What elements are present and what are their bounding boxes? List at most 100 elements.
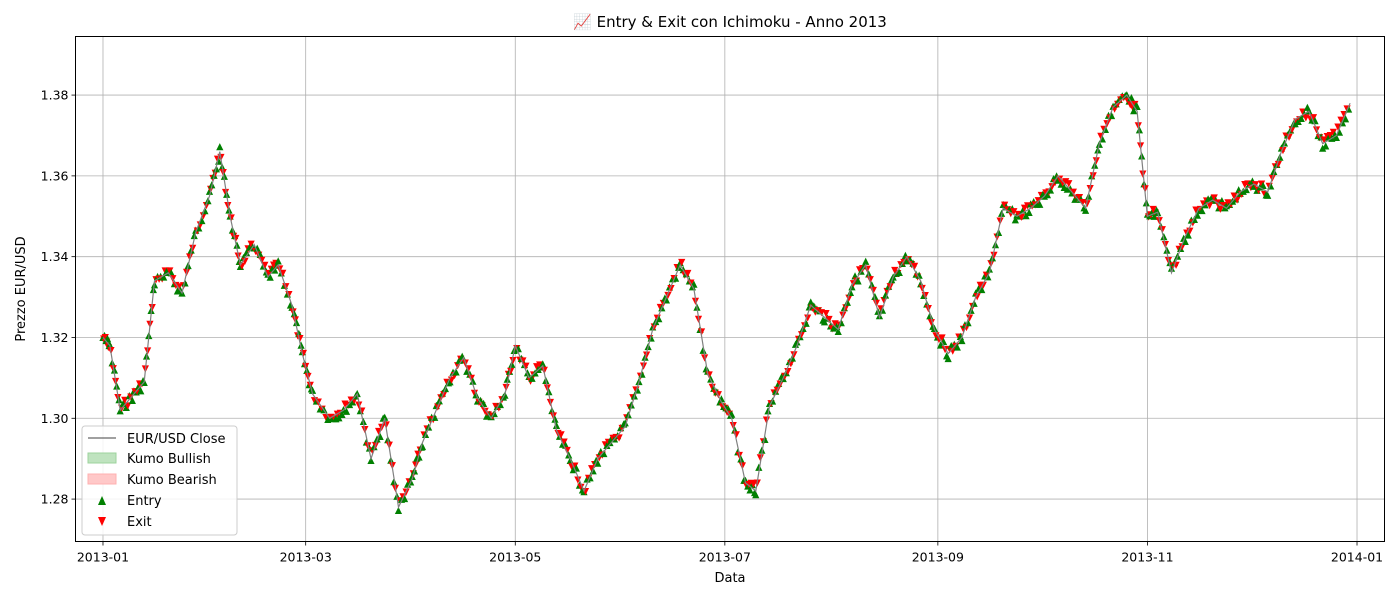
entry-marker [1341, 115, 1350, 123]
entry-marker [1259, 181, 1267, 189]
entry-marker [944, 354, 952, 363]
exit-marker [247, 240, 255, 248]
exit-marker [221, 188, 230, 197]
x-tick-label: 2013-03 [280, 550, 332, 565]
exit-marker [1230, 192, 1238, 200]
legend: EUR/USD Close Kumo Bullish Kumo Bearish … [81, 425, 238, 536]
y-tick-label: 1.34 [41, 249, 69, 264]
exit-marker [1309, 114, 1318, 122]
legend-box [81, 425, 238, 536]
entry-marker [253, 244, 261, 252]
entry-marker [621, 419, 629, 427]
entry-marker [881, 291, 890, 299]
entry-marker [1130, 106, 1138, 115]
x-tick-label: 2013-07 [699, 550, 751, 565]
legend-kumo-bullish-label: Kumo Bullish [127, 452, 211, 467]
exit-marker [1062, 178, 1070, 186]
x-tick-label: 2013-05 [489, 550, 541, 565]
plot-frame [75, 36, 1385, 542]
y-axis-label: Prezzo EUR/USD [14, 236, 29, 341]
entry-marker [137, 387, 145, 395]
entry-marker [220, 172, 228, 180]
entry-marker [514, 345, 522, 353]
exit-marker [990, 251, 998, 259]
exit-marker [866, 276, 874, 284]
y-tick-label: 1.30 [41, 411, 69, 426]
exit-marker [1285, 133, 1293, 141]
entry-marker [594, 459, 602, 467]
entry-marker [755, 463, 763, 471]
exit-marker [1337, 116, 1345, 124]
entry-marker [1043, 191, 1052, 199]
entry-marker [190, 231, 198, 240]
exit-marker [101, 334, 109, 342]
exit-marker [910, 262, 919, 270]
x-tick-label: 2014-01 [1331, 550, 1383, 565]
entry-marker [868, 281, 876, 289]
exit-marker [1158, 226, 1166, 234]
exit-marker [1274, 160, 1282, 169]
exit-marker [1192, 206, 1200, 214]
entry-marker [793, 338, 801, 346]
entry-marker [452, 368, 460, 376]
entry-marker [338, 410, 346, 418]
grid [75, 36, 1385, 542]
entry-marker [122, 403, 130, 412]
exit-marker [1178, 243, 1186, 251]
exit-marker [678, 258, 686, 267]
exit-marker [667, 284, 675, 293]
entry-marker [1011, 216, 1019, 224]
legend-entry-marker [98, 496, 106, 505]
x-tick-label: 2013-09 [912, 550, 964, 565]
legend-exit-label: Exit [127, 515, 152, 530]
entry-marker [552, 421, 561, 430]
exit-marker [1075, 193, 1084, 202]
exit-marker [1017, 213, 1026, 221]
exit-marker [965, 314, 974, 322]
entry-marker [256, 250, 264, 259]
entry-marker [1193, 211, 1202, 219]
exit-marker [1320, 136, 1328, 144]
exit-marker [440, 390, 448, 399]
entry-marker [752, 491, 760, 499]
entry-marker [871, 292, 879, 301]
exit-marker [261, 261, 269, 269]
exit-marker [241, 257, 249, 265]
entry-marker [233, 241, 241, 249]
entry-marker [746, 486, 754, 494]
entry-marker [854, 277, 862, 285]
exit-marker [227, 214, 235, 222]
entry-marker [1181, 237, 1189, 245]
exit-marker [938, 334, 946, 342]
entry-marker [539, 360, 547, 368]
entry-marker [435, 397, 443, 405]
entry-marker [503, 375, 511, 383]
entry-marker [394, 506, 403, 515]
y-tick-label: 1.38 [41, 88, 69, 103]
exit-marker [982, 271, 990, 279]
exit-marker [684, 269, 692, 278]
entry-marker [342, 407, 351, 415]
entry-marker [978, 285, 986, 294]
y-axis-ticks: 1.28 1.30 1.32 1.34 1.36 1.38 [41, 88, 76, 507]
close-line-layer [102, 94, 1351, 510]
entry-marker [1198, 206, 1206, 215]
exit-marker [1216, 205, 1224, 213]
exit-marker [790, 351, 798, 359]
exit-marker [822, 310, 830, 318]
entry-marker [1319, 144, 1327, 152]
entry-marker [400, 494, 409, 503]
entry-marker [717, 395, 726, 403]
entry-marker [390, 478, 398, 486]
entry-marker [764, 407, 772, 415]
entry-marker [128, 396, 136, 404]
exit-marker [1010, 208, 1018, 216]
entry-marker [242, 248, 251, 257]
entry-marker [551, 415, 559, 423]
entry-marker [528, 374, 536, 382]
exit-marker [1279, 146, 1287, 155]
entry-marker [1264, 191, 1272, 199]
exit-marker [507, 367, 515, 375]
close-price-line [102, 94, 1351, 510]
